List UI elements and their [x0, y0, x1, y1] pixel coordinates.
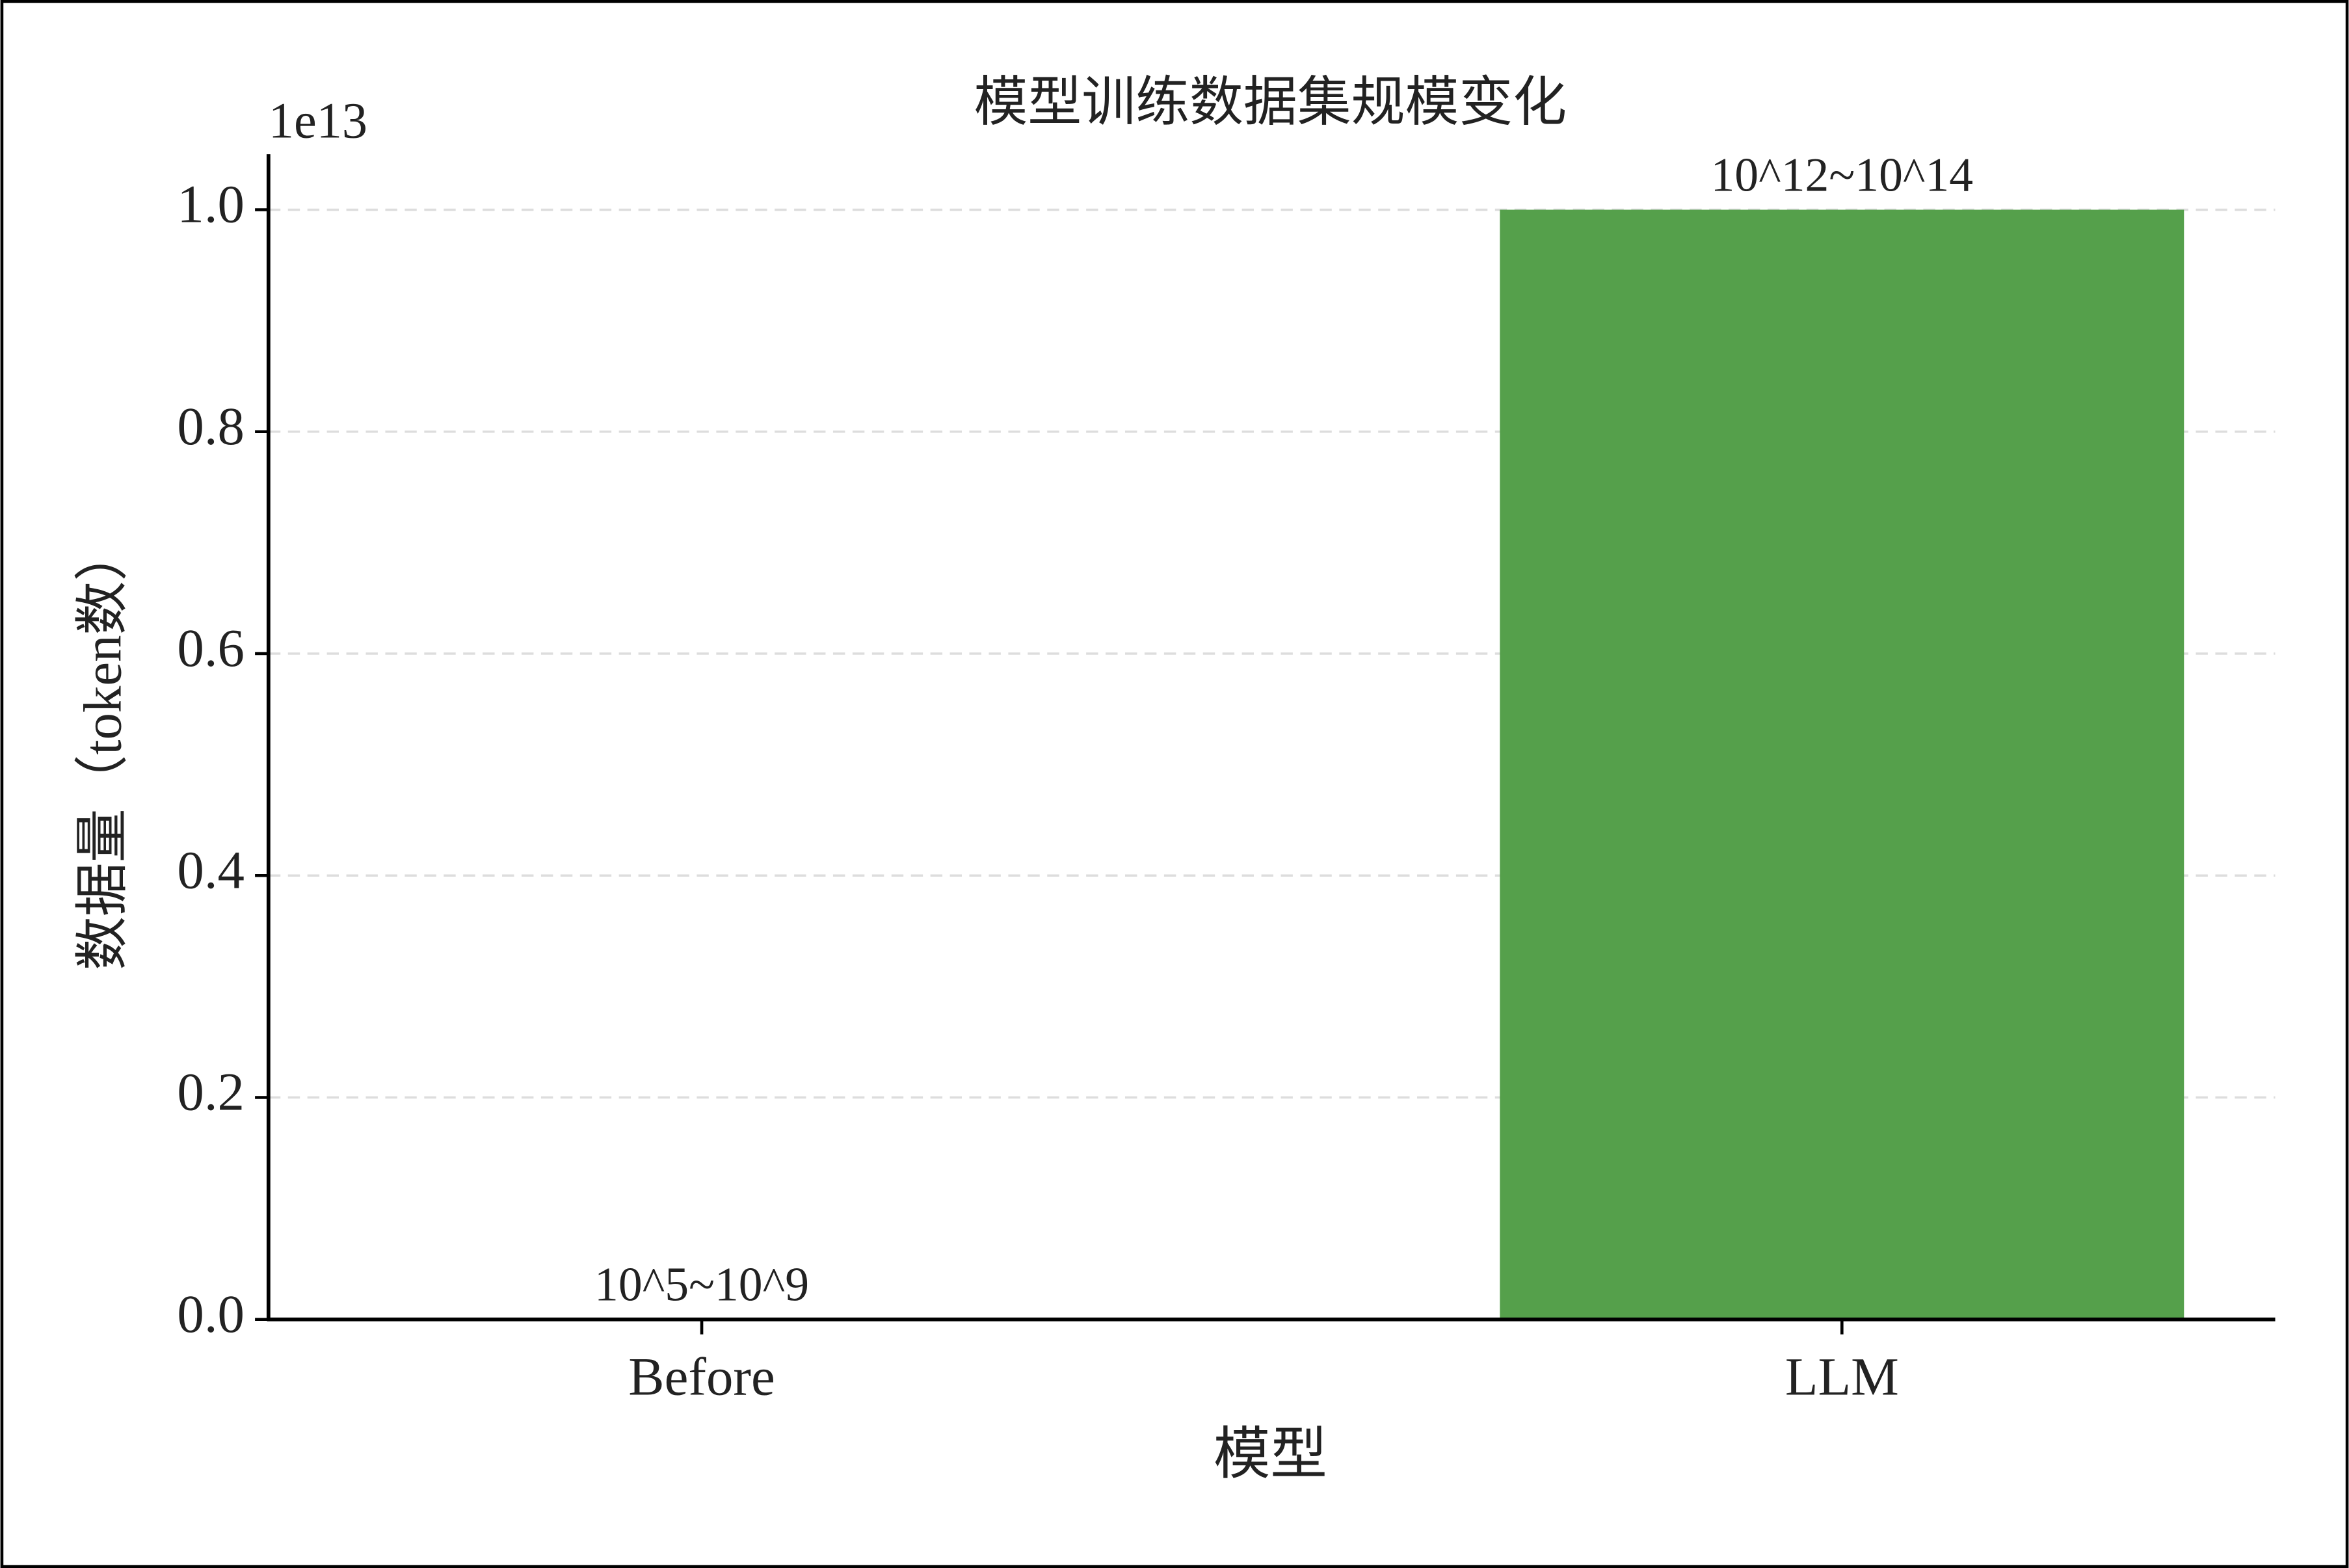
y-tick-label: 0.8: [177, 396, 245, 456]
y-axis-label: 数据量（token数）: [72, 527, 132, 970]
value-label: 10^5~10^9: [594, 1257, 809, 1310]
y-tick-label: 1.0: [177, 174, 245, 234]
y-tick-label: 0.4: [177, 840, 245, 899]
bar: [1500, 209, 2184, 1320]
y-tick-label: 0.6: [177, 618, 245, 678]
x-tick-label: LLM: [1785, 1346, 1899, 1406]
y-offset-label: 1e13: [269, 92, 367, 148]
y-tick-label: 0.0: [177, 1284, 245, 1344]
value-label: 10^12~10^14: [1710, 148, 1973, 201]
y-tick-label: 0.2: [177, 1062, 245, 1122]
chart-title: 模型训练数据集规模变化: [974, 72, 1567, 132]
x-axis-label: 模型: [1214, 1422, 1327, 1485]
x-tick-label: Before: [628, 1346, 775, 1406]
